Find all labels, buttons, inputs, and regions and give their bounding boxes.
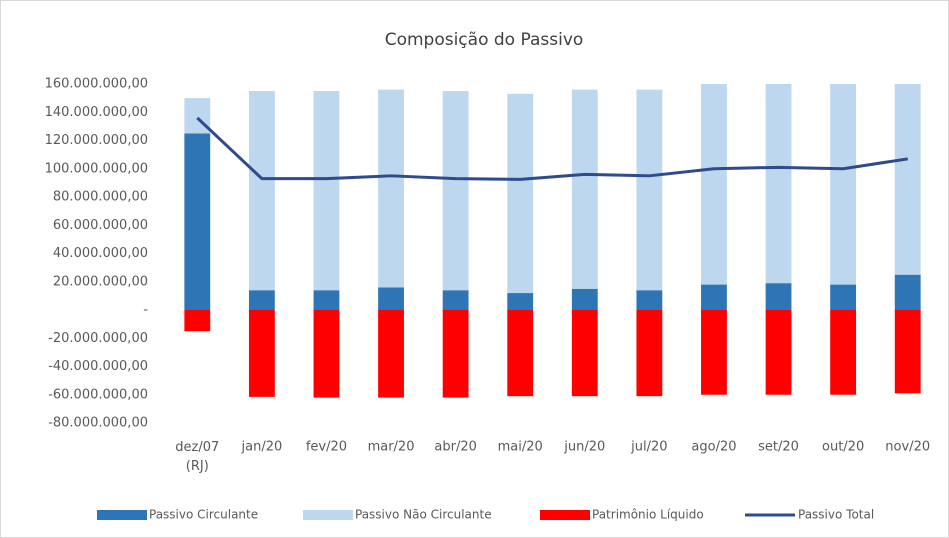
legend-label: Passivo Total — [798, 508, 874, 522]
line — [196, 116, 908, 181]
y-tick-label: 60.000.000,00 — [53, 218, 148, 233]
bar — [830, 310, 857, 395]
y-tick-label: -60.000.000,00 — [48, 387, 148, 402]
x-tick-label: jun/20 — [563, 440, 605, 455]
bar — [636, 290, 663, 310]
x-tick-label: jul/20 — [630, 440, 667, 455]
bar — [701, 284, 727, 310]
bar — [830, 84, 857, 285]
x-tick-label: set/20 — [758, 440, 799, 455]
bar — [830, 284, 857, 310]
chart-title: Composição do Passivo — [385, 30, 584, 50]
x-tick-label: mai/20 — [498, 440, 543, 455]
x-tick-label: abr/20 — [434, 440, 477, 455]
y-tick-label: -40.000.000,00 — [48, 359, 148, 374]
bar — [636, 89, 663, 291]
x-tick-label: ago/20 — [691, 440, 736, 455]
legend-label: Passivo Não Circulante — [355, 508, 492, 522]
bar — [507, 93, 534, 294]
bar — [636, 310, 663, 397]
bar — [765, 310, 792, 395]
plot-area — [184, 84, 921, 398]
bar — [571, 288, 598, 310]
y-tick-label: 40.000.000,00 — [53, 246, 148, 261]
bar — [507, 310, 534, 397]
bar — [765, 84, 792, 284]
bar — [571, 310, 598, 397]
x-tick-label: nov/20 — [885, 440, 930, 455]
x-tick-label: jan/20 — [241, 440, 283, 455]
y-tick-label: 140.000.000,00 — [45, 105, 148, 120]
x-tick-label: dez/07 (RJ) — [175, 440, 219, 474]
y-tick-label: 20.000.000,00 — [53, 274, 148, 289]
bar — [571, 89, 598, 289]
legend-swatch — [97, 510, 147, 520]
x-tick-label: mar/20 — [368, 440, 415, 455]
legend-label: Patrimônio Líquido — [592, 508, 704, 522]
y-tick-label: 100.000.000,00 — [45, 161, 148, 176]
y-tick-label: 120.000.000,00 — [45, 133, 148, 148]
bar — [894, 310, 921, 394]
bar — [765, 283, 792, 310]
bar — [378, 310, 404, 398]
y-tick-label: 80.000.000,00 — [53, 190, 148, 205]
bar — [378, 287, 404, 310]
bar — [894, 274, 921, 310]
bar — [184, 133, 211, 310]
bar — [248, 91, 275, 291]
legend-swatch — [540, 510, 590, 520]
bar — [248, 290, 275, 310]
x-tick-label: out/20 — [822, 440, 864, 455]
bar — [184, 310, 211, 332]
y-tick-label: -80.000.000,00 — [48, 416, 148, 431]
y-tick-label: - — [143, 303, 148, 318]
bar — [313, 91, 340, 291]
bar — [442, 91, 469, 291]
bar — [248, 310, 275, 397]
bar — [894, 84, 921, 275]
bar — [507, 293, 534, 310]
bar — [442, 310, 469, 398]
legend-swatch — [303, 510, 353, 520]
bar — [701, 84, 727, 285]
bar — [313, 290, 340, 310]
bar — [701, 310, 727, 395]
x-tick-label: fev/20 — [306, 440, 347, 455]
legend-label: Passivo Circulante — [149, 508, 258, 522]
bar — [378, 89, 404, 288]
y-tick-label: -20.000.000,00 — [48, 331, 148, 346]
bar — [442, 290, 469, 310]
bar — [313, 310, 340, 398]
y-tick-label: 160.000.000,00 — [45, 77, 148, 92]
